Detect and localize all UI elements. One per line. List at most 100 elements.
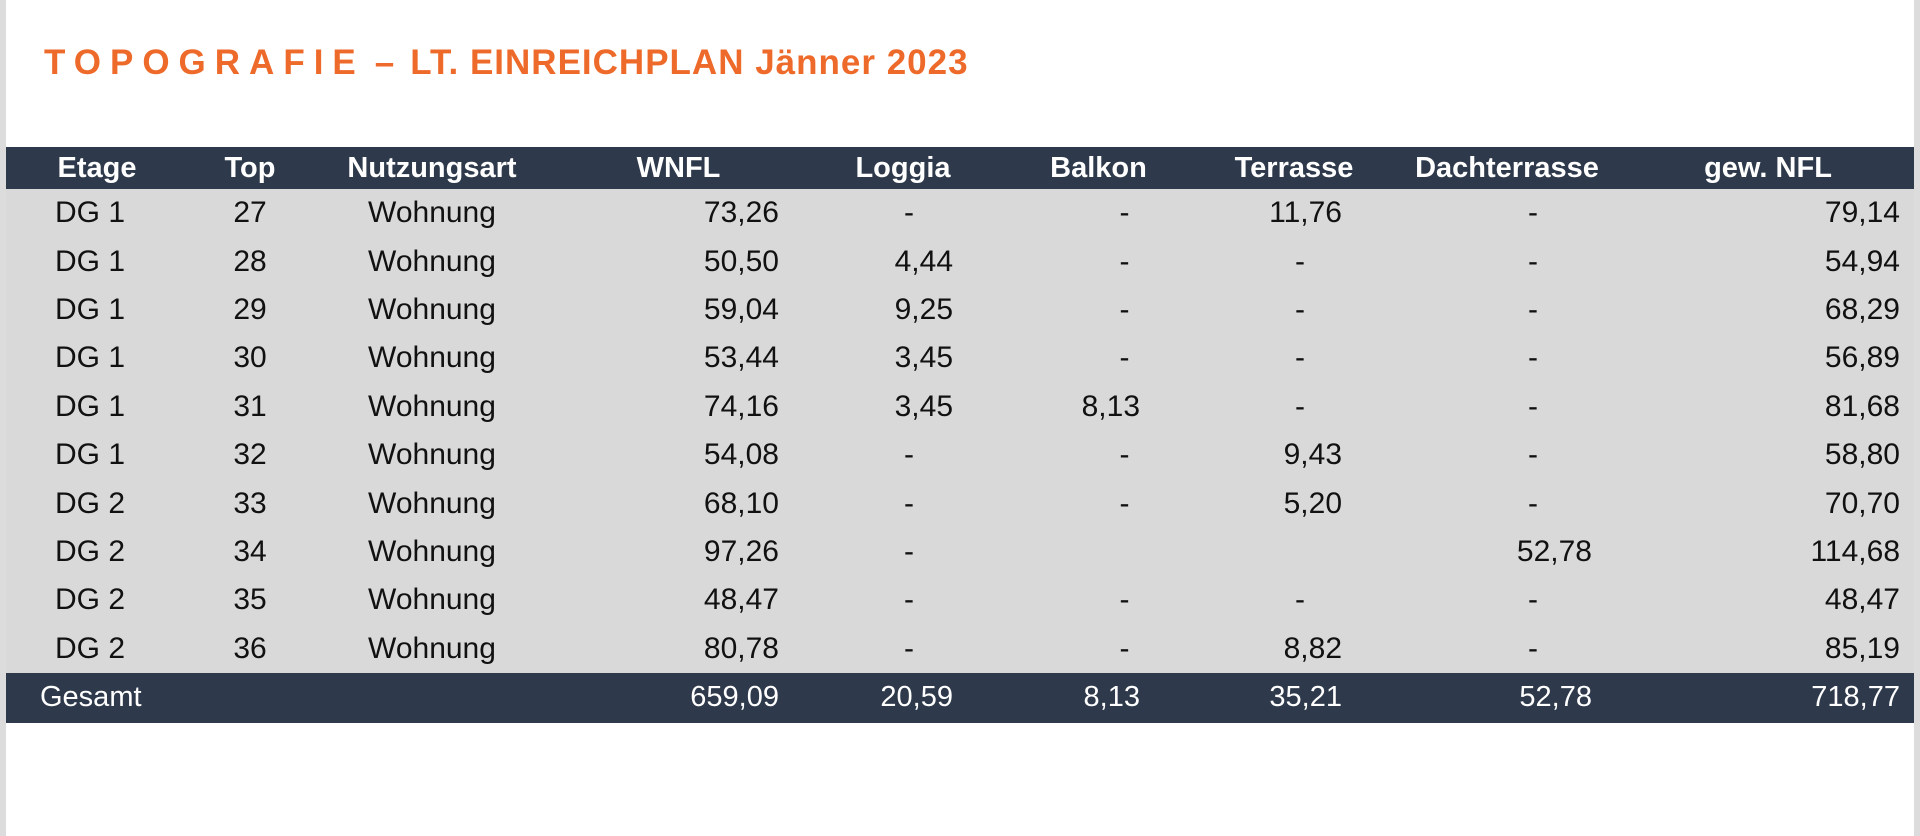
table-row: DG 1 30 Wohnung 53,44 3,45 - - - 56,89 — [6, 334, 1914, 383]
cell-terrasse: - — [1295, 389, 1305, 423]
cell-top: 34 — [233, 534, 267, 568]
cell-wnfl: 74,16 — [703, 389, 779, 423]
cell-dachterrasse: - — [1528, 292, 1538, 326]
cell-top: 30 — [233, 341, 267, 375]
cell-loggia: - — [904, 486, 914, 520]
table-row: DG 1 27 Wohnung 73,26 - - 11,76 - 79,14 — [6, 189, 1914, 238]
cell-balkon: - — [1119, 486, 1130, 520]
cell-balkon: - — [1119, 292, 1130, 326]
cell-etage: DG 2 — [54, 631, 126, 665]
cell-balkon: - — [1119, 438, 1130, 472]
cell-etage: DG 1 — [54, 292, 126, 326]
cell-terrasse: - — [1295, 292, 1305, 326]
cell-wnfl: 97,26 — [703, 534, 779, 568]
cell-terrasse — [1196, 528, 1392, 576]
cell-wnfl: 80,78 — [703, 631, 779, 665]
cell-terrasse: 11,76 — [1269, 196, 1342, 230]
cell-loggia: - — [904, 196, 914, 230]
cell-nutzungsart: Wohnung — [368, 486, 496, 520]
header-nutzungsart: Nutzungsart — [347, 151, 517, 184]
cell-nutzungsart: Wohnung — [368, 196, 496, 230]
cell-top: 27 — [233, 196, 267, 230]
cell-nutzungsart: Wohnung — [368, 534, 496, 568]
cell-etage: DG 1 — [54, 389, 126, 423]
cell-loggia: 4,44 — [894, 244, 953, 278]
cell-gew-nfl: 56,89 — [1824, 341, 1900, 375]
cell-top: 35 — [233, 583, 267, 617]
total-wnfl: 659,09 — [690, 681, 779, 714]
cell-balkon: - — [1119, 244, 1130, 278]
header-top: Top — [224, 151, 276, 184]
cell-balkon: - — [1119, 583, 1130, 617]
cell-dachterrasse: - — [1528, 389, 1538, 423]
header-wnfl: WNFL — [636, 151, 721, 184]
total-gew-nfl: 718,77 — [1811, 681, 1900, 714]
cell-wnfl: 73,26 — [703, 196, 779, 230]
title-dash: – — [374, 43, 395, 82]
cell-dachterrasse: - — [1528, 631, 1538, 665]
header-dachterrasse: Dachterrasse — [1415, 151, 1599, 184]
cell-wnfl: 48,47 — [703, 583, 779, 617]
cell-top: 28 — [233, 244, 267, 278]
cell-gew-nfl: 54,94 — [1824, 244, 1900, 278]
total-loggia: 20,59 — [880, 681, 953, 714]
cell-loggia: - — [904, 583, 914, 617]
cell-top: 29 — [233, 292, 267, 326]
table-body: DG 1 27 Wohnung 73,26 - - 11,76 - 79,14 DG 1 28 Woh… — [6, 189, 1914, 673]
page-title: TOPOGRAFIE – LT. EINREICHPLAN Jänner 2023 — [44, 38, 969, 88]
cell-dachterrasse: - — [1528, 438, 1538, 472]
cell-etage: DG 1 — [54, 438, 126, 472]
cell-balkon: - — [1119, 196, 1130, 230]
header-loggia: Loggia — [855, 151, 951, 184]
cell-nutzungsart: Wohnung — [368, 244, 496, 278]
cell-etage: DG 2 — [54, 583, 126, 617]
title-topografie: TOPOGRAFIE — [44, 43, 365, 82]
header-balkon: Balkon — [1050, 151, 1147, 184]
total-balkon: 8,13 — [1083, 681, 1140, 714]
cell-nutzungsart: Wohnung — [368, 292, 496, 326]
cell-dachterrasse: - — [1528, 486, 1538, 520]
cell-nutzungsart: Wohnung — [368, 341, 496, 375]
cell-top: 36 — [233, 631, 267, 665]
cell-top: 33 — [233, 486, 267, 520]
cell-terrasse: 9,43 — [1283, 438, 1342, 472]
cell-balkon: 8,13 — [1081, 389, 1140, 423]
cell-terrasse: 8,82 — [1283, 631, 1342, 665]
cell-etage: DG 2 — [54, 486, 126, 520]
cell-dachterrasse: - — [1528, 244, 1538, 278]
table-header-row: Etage Top Nutzungsart WNFL Loggia Balkon… — [6, 147, 1914, 189]
cell-etage: DG 1 — [54, 341, 126, 375]
total-dachterrasse: 52,78 — [1519, 681, 1592, 714]
header-etage: Etage — [57, 151, 137, 184]
cell-top: 32 — [233, 438, 267, 472]
title-subtitle: LT. EINREICHPLAN Jänner 2023 — [410, 43, 969, 82]
cell-gew-nfl: 79,14 — [1824, 196, 1900, 230]
cell-balkon — [1001, 528, 1196, 576]
header-gew-nfl: gew. NFL — [1704, 151, 1832, 184]
cell-gew-nfl: 68,29 — [1824, 292, 1900, 326]
header-terrasse: Terrasse — [1234, 151, 1354, 184]
cell-terrasse: 5,20 — [1283, 486, 1342, 520]
cell-loggia: - — [904, 631, 914, 665]
cell-terrasse: - — [1295, 583, 1305, 617]
cell-dachterrasse: - — [1528, 196, 1538, 230]
topography-table: Etage Top Nutzungsart WNFL Loggia Balkon… — [6, 147, 1914, 723]
cell-wnfl: 54,08 — [703, 438, 779, 472]
cell-gew-nfl: 70,70 — [1824, 486, 1900, 520]
cell-gew-nfl: 85,19 — [1824, 631, 1900, 665]
cell-dachterrasse: - — [1528, 583, 1538, 617]
table-row: DG 1 32 Wohnung 54,08 - - 9,43 - 58,80 — [6, 430, 1914, 480]
cell-loggia: - — [904, 438, 914, 472]
cell-gew-nfl: 58,80 — [1824, 438, 1900, 472]
cell-loggia: - — [904, 534, 914, 568]
cell-gew-nfl: 114,68 — [1810, 534, 1900, 568]
total-terrasse: 35,21 — [1269, 681, 1342, 714]
cell-balkon: - — [1119, 341, 1130, 375]
table-row: DG 2 34 Wohnung 97,26 - 52,78 114,68 — [6, 527, 1914, 577]
cell-wnfl: 59,04 — [703, 292, 779, 326]
document-page: TOPOGRAFIE – LT. EINREICHPLAN Jänner 2023 … — [6, 0, 1914, 836]
cell-wnfl: 53,44 — [703, 341, 779, 375]
total-row: Gesamt 659,09 20,59 8,13 35,21 52,78 718… — [6, 672, 1914, 723]
table-row: DG 1 31 Wohnung 74,16 3,45 8,13 - - 81,68 — [6, 382, 1914, 431]
cell-nutzungsart: Wohnung — [368, 438, 496, 472]
